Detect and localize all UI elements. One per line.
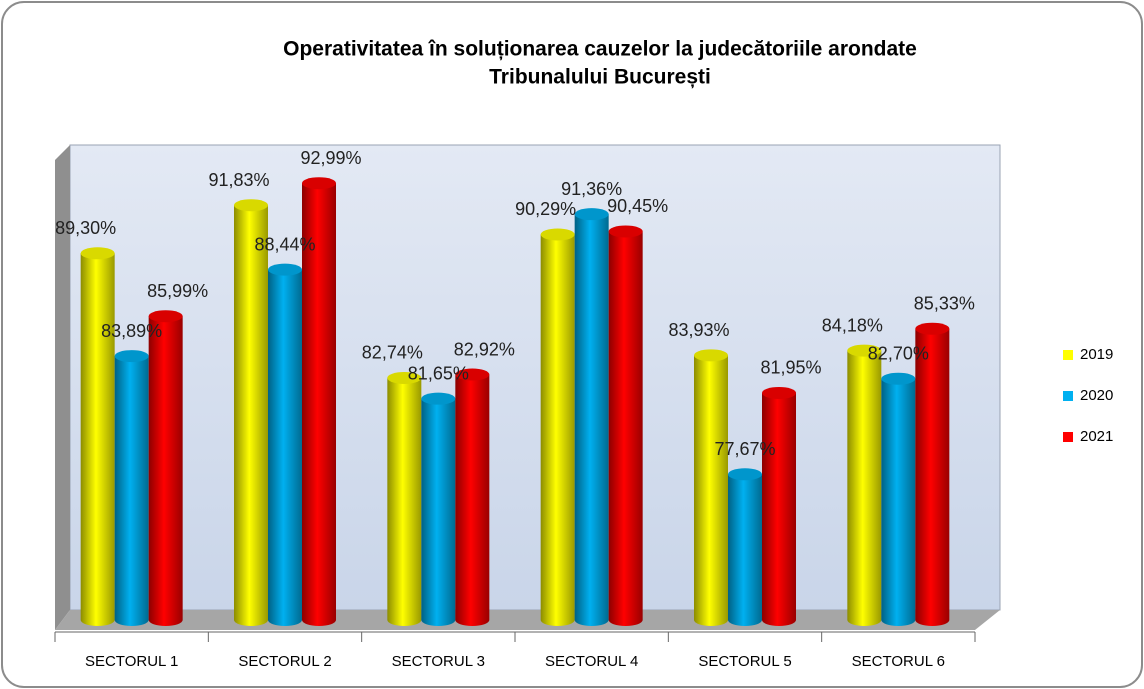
bar-top xyxy=(847,344,882,357)
bar-body xyxy=(148,316,183,626)
bar xyxy=(302,177,336,626)
bar-top xyxy=(302,177,336,190)
bar-top xyxy=(728,468,762,481)
x-tick-label: SECTORUL 3 xyxy=(392,653,485,670)
bar xyxy=(234,199,268,627)
bar-top xyxy=(574,208,609,221)
data-label: 91,36% xyxy=(561,179,622,199)
bar-top xyxy=(80,247,115,260)
bar-body xyxy=(455,374,490,626)
bar-top xyxy=(268,263,302,276)
bar xyxy=(540,228,575,627)
data-label: 90,29% xyxy=(515,199,576,219)
data-label: 90,45% xyxy=(607,196,668,216)
bar-top xyxy=(762,386,796,399)
legend-label: 2020 xyxy=(1080,387,1113,404)
bar xyxy=(574,208,609,626)
data-label: 85,99% xyxy=(147,281,208,301)
legend-label: 2021 xyxy=(1080,428,1113,445)
bar-body xyxy=(694,355,728,626)
bar-body xyxy=(574,214,609,626)
bar-top xyxy=(915,322,950,335)
bar-body xyxy=(728,474,762,626)
bar-body xyxy=(80,253,115,627)
data-label: 82,74% xyxy=(362,343,423,363)
bar-top xyxy=(540,228,575,241)
bar-body xyxy=(114,356,149,626)
bar-top xyxy=(881,372,916,385)
chart-subtitle: Tribunalului București xyxy=(489,66,711,89)
bar-top xyxy=(421,392,456,405)
data-label: 81,65% xyxy=(408,363,469,383)
bar-body xyxy=(608,231,643,626)
bar xyxy=(881,372,916,626)
bar xyxy=(421,392,456,626)
data-label: 82,70% xyxy=(868,343,929,363)
bar xyxy=(455,368,490,626)
bar xyxy=(915,322,950,626)
bar xyxy=(80,247,115,627)
data-label: 84,18% xyxy=(822,315,883,335)
bar xyxy=(847,344,882,626)
bar-top xyxy=(455,368,490,381)
bar-body xyxy=(881,378,916,626)
bar xyxy=(268,263,302,626)
bar xyxy=(728,468,762,626)
bar-body xyxy=(540,234,575,627)
bar xyxy=(694,349,728,626)
back-wall xyxy=(69,144,1001,611)
bar xyxy=(114,350,149,626)
x-tick-label: SECTORUL 4 xyxy=(545,653,638,670)
x-tick-label: SECTORUL 5 xyxy=(698,653,791,670)
data-label: 89,30% xyxy=(55,218,116,238)
bar xyxy=(608,225,643,626)
data-label: 83,93% xyxy=(668,320,729,340)
bar-body xyxy=(268,269,302,626)
x-tick-label: SECTORUL 6 xyxy=(852,653,945,670)
bar-body xyxy=(421,398,456,626)
legend-label: 2019 xyxy=(1080,346,1113,363)
data-label: 85,33% xyxy=(914,293,975,313)
bar-body xyxy=(915,328,950,626)
data-label: 77,67% xyxy=(714,439,775,459)
bar-top xyxy=(608,225,643,238)
bar-body xyxy=(847,350,882,626)
legend-swatch xyxy=(1063,350,1073,360)
legend-swatch xyxy=(1063,391,1073,401)
x-tick-label: SECTORUL 1 xyxy=(85,653,178,670)
bar-top xyxy=(114,350,149,363)
bar-top xyxy=(234,199,268,212)
data-label: 81,95% xyxy=(760,358,821,378)
bar-top xyxy=(694,349,728,362)
bar xyxy=(762,386,796,626)
bar xyxy=(148,310,183,626)
bar-top xyxy=(148,310,183,323)
side-wall xyxy=(55,145,70,630)
data-label: 92,99% xyxy=(300,148,361,168)
data-label: 83,89% xyxy=(101,321,162,341)
bar-body xyxy=(762,392,796,626)
legend-swatch xyxy=(1063,432,1073,442)
bar-body xyxy=(302,183,336,626)
chart-title: Operativitatea în soluționarea cauzelor … xyxy=(283,38,917,61)
bar-top xyxy=(387,371,422,384)
x-tick-label: SECTORUL 2 xyxy=(238,653,331,670)
data-label: 82,92% xyxy=(454,339,515,359)
data-label: 88,44% xyxy=(254,234,315,254)
bar-body xyxy=(234,205,268,627)
bar-body xyxy=(387,377,422,626)
data-label: 91,83% xyxy=(208,170,269,190)
bar xyxy=(387,371,422,626)
